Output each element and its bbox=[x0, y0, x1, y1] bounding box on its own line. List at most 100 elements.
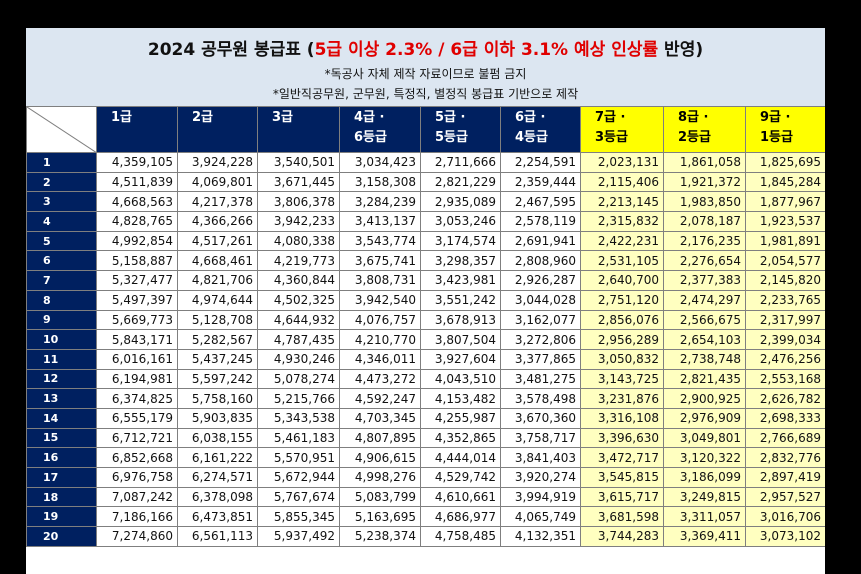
salary-cell: 4,828,765 bbox=[96, 211, 178, 232]
salary-cell: 2,766,689 bbox=[745, 427, 825, 449]
salary-cell: 5,083,799 bbox=[339, 486, 421, 508]
salary-cell: 2,957,527 bbox=[745, 486, 825, 508]
salary-cell: 5,163,695 bbox=[339, 506, 421, 528]
salary-cell: 2,900,925 bbox=[663, 388, 746, 409]
salary-cell: 3,841,403 bbox=[500, 447, 581, 468]
salary-cell: 4,069,801 bbox=[177, 171, 258, 193]
salary-cell: 2,691,941 bbox=[500, 230, 581, 252]
salary-sheet: 2024 공무원 봉급표 (5급 이상 2.3% / 6급 이하 3.1% 예상… bbox=[26, 28, 825, 574]
title-banner: 2024 공무원 봉급표 (5급 이상 2.3% / 6급 이하 3.1% 예상… bbox=[26, 28, 825, 106]
salary-cell: 4,217,378 bbox=[177, 191, 258, 213]
salary-cell: 4,444,014 bbox=[420, 447, 501, 468]
column-header-line2: 3등급 bbox=[595, 130, 628, 145]
salary-cell: 2,578,119 bbox=[500, 211, 581, 232]
salary-cell: 4,668,563 bbox=[96, 191, 178, 213]
salary-cell: 2,926,287 bbox=[500, 270, 581, 291]
salary-cell: 2,856,076 bbox=[580, 309, 664, 331]
salary-cell: 5,461,183 bbox=[257, 427, 340, 449]
salary-cell: 5,238,374 bbox=[339, 526, 421, 547]
column-header-line1: 1급 bbox=[111, 110, 133, 125]
salary-cell: 3,369,411 bbox=[663, 526, 746, 547]
salary-cell: 3,806,378 bbox=[257, 191, 340, 213]
salary-cell: 4,610,661 bbox=[420, 486, 501, 508]
table-row: 2 4,511,839 4,069,801 3,671,445 3,158,308 2,8… bbox=[26, 171, 825, 193]
salary-cell: 3,551,242 bbox=[420, 289, 501, 311]
salary-cell: 4,511,839 bbox=[96, 171, 178, 193]
salary-cell: 2,654,103 bbox=[663, 329, 746, 350]
salary-table: 1급 2급 3급 4급 · 6등급 5급 · 5등급 6급 · 4등급 7급 · 3등급 8급 · 2등… bbox=[26, 106, 825, 547]
step-number: 6 bbox=[26, 250, 97, 272]
step-number: 20 bbox=[26, 526, 97, 547]
column-header-line2: 1등급 bbox=[760, 130, 793, 145]
page-title: 2024 공무원 봉급표 (5급 이상 2.3% / 6급 이하 3.1% 예상… bbox=[26, 35, 825, 60]
salary-cell: 3,540,501 bbox=[257, 152, 340, 173]
salary-cell: 3,034,423 bbox=[339, 152, 421, 173]
salary-cell: 3,073,102 bbox=[745, 526, 825, 547]
salary-cell: 3,678,913 bbox=[420, 309, 501, 331]
salary-cell: 5,669,773 bbox=[96, 309, 178, 331]
salary-cell: 1,877,967 bbox=[745, 191, 825, 213]
table-row: 4 4,828,765 4,366,266 3,942,233 3,413,137 3,0… bbox=[26, 211, 825, 232]
salary-cell: 1,923,537 bbox=[745, 211, 825, 232]
salary-cell: 6,161,222 bbox=[177, 447, 258, 468]
table-row: 7 5,327,477 4,821,706 4,360,844 3,808,731 3,4… bbox=[26, 270, 825, 291]
salary-cell: 5,570,951 bbox=[257, 447, 340, 468]
salary-cell: 6,976,758 bbox=[96, 467, 178, 488]
salary-cell: 6,852,668 bbox=[96, 447, 178, 468]
column-header-line1: 5급 · bbox=[435, 110, 466, 125]
salary-cell: 2,176,235 bbox=[663, 230, 746, 252]
salary-cell: 1,861,058 bbox=[663, 152, 746, 173]
salary-cell: 4,473,272 bbox=[339, 368, 421, 390]
salary-cell: 3,924,228 bbox=[177, 152, 258, 173]
salary-cell: 5,437,245 bbox=[177, 348, 258, 370]
salary-cell: 5,597,242 bbox=[177, 368, 258, 390]
salary-cell: 2,078,187 bbox=[663, 211, 746, 232]
salary-cell: 3,284,239 bbox=[339, 191, 421, 213]
salary-cell: 2,626,782 bbox=[745, 388, 825, 409]
salary-cell: 6,274,571 bbox=[177, 467, 258, 488]
salary-cell: 3,272,806 bbox=[500, 329, 581, 350]
salary-cell: 4,992,854 bbox=[96, 230, 178, 252]
salary-cell: 5,497,397 bbox=[96, 289, 178, 311]
step-number: 18 bbox=[26, 486, 97, 508]
salary-cell: 4,366,266 bbox=[177, 211, 258, 232]
column-header-line1: 8급 · bbox=[678, 110, 709, 125]
step-number: 8 bbox=[26, 289, 97, 311]
diagonal-line bbox=[27, 107, 97, 153]
salary-cell: 5,343,538 bbox=[257, 407, 340, 429]
salary-cell: 3,671,445 bbox=[257, 171, 340, 193]
salary-cell: 4,502,325 bbox=[257, 289, 340, 311]
salary-cell: 3,927,604 bbox=[420, 348, 501, 370]
column-header-grade-1: 1급 bbox=[96, 106, 178, 153]
salary-cell: 2,422,231 bbox=[580, 230, 664, 252]
salary-cell: 3,016,706 bbox=[745, 506, 825, 528]
salary-cell: 3,186,099 bbox=[663, 467, 746, 488]
salary-cell: 1,825,695 bbox=[745, 152, 825, 173]
salary-cell: 3,423,981 bbox=[420, 270, 501, 291]
column-header-line1: 3급 bbox=[272, 110, 294, 125]
salary-cell: 4,219,773 bbox=[257, 250, 340, 272]
salary-cell: 4,758,485 bbox=[420, 526, 501, 547]
header-row: 1급 2급 3급 4급 · 6등급 5급 · 5등급 6급 · 4등급 7급 · 3등급 8급 · 2등… bbox=[26, 106, 825, 153]
salary-cell: 2,751,120 bbox=[580, 289, 664, 311]
salary-cell: 2,213,145 bbox=[580, 191, 664, 213]
salary-cell: 2,711,666 bbox=[420, 152, 501, 173]
salary-cell: 3,053,246 bbox=[420, 211, 501, 232]
salary-cell: 3,545,815 bbox=[580, 467, 664, 488]
salary-cell: 5,937,492 bbox=[257, 526, 340, 547]
step-number: 10 bbox=[26, 329, 97, 350]
salary-cell: 5,758,160 bbox=[177, 388, 258, 409]
step-number: 3 bbox=[26, 191, 97, 213]
salary-cell: 4,930,246 bbox=[257, 348, 340, 370]
step-number: 2 bbox=[26, 171, 97, 193]
table-row: 9 5,669,773 5,128,708 4,644,932 4,076,757 3,6… bbox=[26, 309, 825, 331]
salary-cell: 3,615,717 bbox=[580, 486, 664, 508]
salary-cell: 2,399,034 bbox=[745, 329, 825, 350]
salary-cell: 3,413,137 bbox=[339, 211, 421, 232]
salary-cell: 4,529,742 bbox=[420, 467, 501, 488]
salary-cell: 5,078,274 bbox=[257, 368, 340, 390]
salary-cell: 2,553,168 bbox=[745, 368, 825, 390]
salary-cell: 3,162,077 bbox=[500, 309, 581, 331]
column-header-line1: 6급 · bbox=[515, 110, 546, 125]
table-row: 15 6,712,721 6,038,155 5,461,183 4,807,895 4,… bbox=[26, 427, 825, 449]
